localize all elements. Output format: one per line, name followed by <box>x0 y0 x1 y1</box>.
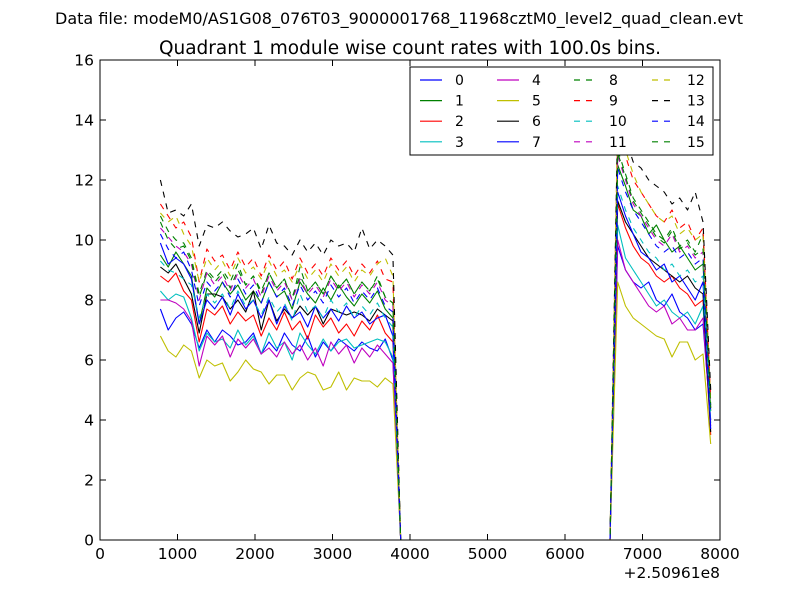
y-tick-label: 6 <box>84 352 94 370</box>
y-tick-label: 4 <box>84 412 94 430</box>
plot-area: 0 1000 2000 3000 4000 5000 6000 7000 80000246810… <box>74 52 739 583</box>
legend-label-5: 5 <box>532 94 541 110</box>
series-line-13 <box>159 119 712 540</box>
x-tick-label: 6000 <box>545 545 584 563</box>
x-tick-label: 2000 <box>235 545 274 563</box>
series-line-7 <box>159 191 712 540</box>
legend-label-6: 6 <box>532 114 541 130</box>
y-tick-label: 10 <box>74 232 94 250</box>
legend-label-10: 10 <box>609 114 627 130</box>
y-tick-label: 0 <box>84 532 94 550</box>
legend-label-13: 13 <box>687 94 705 110</box>
y-tick-label: 12 <box>74 172 94 190</box>
x-tick-label: 3000 <box>313 545 352 563</box>
series-line-0 <box>159 245 712 540</box>
legend-label-12: 12 <box>687 73 705 89</box>
series-line-2 <box>160 203 712 540</box>
legend-label-3: 3 <box>455 135 464 151</box>
x-tick-label: 8000 <box>700 545 739 563</box>
series-line-12 <box>159 113 712 540</box>
x-tick-label: 5000 <box>468 545 507 563</box>
legend-label-0: 0 <box>455 73 464 89</box>
legend-label-1: 1 <box>455 94 464 110</box>
y-tick-label: 2 <box>84 472 94 490</box>
series-line-15 <box>159 152 712 540</box>
x-tick-label: 4000 <box>390 545 429 563</box>
series-line-3 <box>159 224 712 540</box>
chart-title: Quadrant 1 module wise count rates with … <box>159 38 661 59</box>
legend-label-2: 2 <box>455 114 464 130</box>
x-tick-label: 1000 <box>158 545 197 563</box>
y-tick-label: 8 <box>84 292 94 310</box>
legend-label-4: 4 <box>532 73 541 89</box>
series-line-10 <box>159 185 712 540</box>
legend-box <box>409 66 714 156</box>
legend-label-9: 9 <box>609 94 618 110</box>
series-line-4 <box>160 239 712 540</box>
series-line-6 <box>160 200 712 540</box>
series-line-1 <box>159 164 712 540</box>
legend-label-8: 8 <box>609 73 618 89</box>
series-line-11 <box>159 155 712 540</box>
legend-label-15: 15 <box>687 135 705 151</box>
x-tick-label: 7000 <box>623 545 662 563</box>
series-line-14 <box>159 167 712 540</box>
x-tick-label: 0 <box>95 545 105 563</box>
legend-label-11: 11 <box>609 135 627 151</box>
series-lines <box>159 113 712 540</box>
legend-label-14: 14 <box>687 114 705 130</box>
y-tick-label: 16 <box>74 52 94 70</box>
legend-label-7: 7 <box>532 135 541 151</box>
series-line-5 <box>159 281 712 540</box>
y-tick-label: 14 <box>74 112 94 130</box>
x-offset-label: +2.50961e8 <box>624 564 720 582</box>
figure-suptitle: Data file: modeM0/AS1G08_076T03_90000017… <box>55 9 743 29</box>
